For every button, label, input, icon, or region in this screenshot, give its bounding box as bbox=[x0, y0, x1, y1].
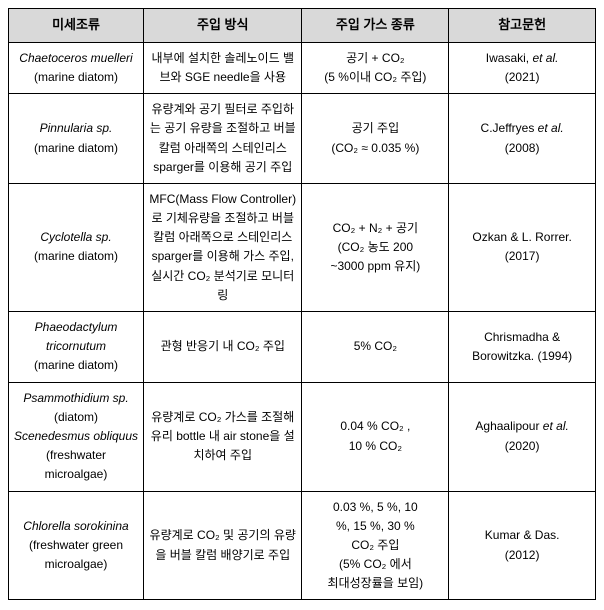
ref-cell: Chrismadha & Borowitzka. (1994) bbox=[449, 312, 596, 383]
ref-cell: Iwasaki, et al. (2021) bbox=[449, 42, 596, 93]
ref-cell: C.Jeffryes et al. (2008) bbox=[449, 94, 596, 184]
ref-year: (2008) bbox=[505, 141, 540, 155]
method-cell: 유량계로 CO₂ 가스를 조절해 유리 bottle 내 air stone을 … bbox=[144, 382, 302, 491]
gas-cell: 0.04 % CO₂ ,10 % CO₂ bbox=[302, 382, 449, 491]
species-name: Cyclotella sp. bbox=[40, 230, 111, 244]
table-row: Chlorella sorokinina (freshwater green m… bbox=[9, 491, 596, 600]
species-name-2: Scenedesmus obliquus bbox=[14, 429, 138, 443]
method-cell: MFC(Mass Flow Controller)로 기체유량을 조절하고 버블… bbox=[144, 183, 302, 311]
species-cell: Phaeodactylum tricornutum (marine diatom… bbox=[9, 312, 144, 383]
ref-main: Aghaalipour et al. bbox=[475, 419, 568, 433]
species-note: (marine diatom) bbox=[34, 70, 118, 84]
species-cell: Pinnularia sp. (marine diatom) bbox=[9, 94, 144, 184]
ref-cell: Kumar & Das. (2012) bbox=[449, 491, 596, 600]
ref-year: (2020) bbox=[505, 439, 540, 453]
ref-main: Kumar & Das. bbox=[485, 528, 560, 542]
ref-main: Iwasaki, et al. bbox=[486, 51, 559, 65]
gas-cell: 5% CO₂ bbox=[302, 312, 449, 383]
header-species: 미세조류 bbox=[9, 9, 144, 43]
header-reference: 참고문헌 bbox=[449, 9, 596, 43]
ref-main: C.Jeffryes et al. bbox=[481, 121, 564, 135]
species-note: (freshwater green microalgae) bbox=[29, 538, 123, 571]
species-note: (marine diatom) bbox=[34, 358, 118, 372]
header-gas: 주입 가스 종류 bbox=[302, 9, 449, 43]
species-cell: Chaetoceros muelleri (marine diatom) bbox=[9, 42, 144, 93]
ref-cell: Ozkan & L. Rorrer. (2017) bbox=[449, 183, 596, 311]
species-note: (marine diatom) bbox=[34, 249, 118, 263]
ref-cell: Aghaalipour et al. (2020) bbox=[449, 382, 596, 491]
species-name: Phaeodactylum tricornutum bbox=[35, 320, 118, 353]
gas-cell: 공기 주입(CO₂ ≈ 0.035 %) bbox=[302, 94, 449, 184]
method-cell: 내부에 설치한 솔레노이드 밸브와 SGE needle을 사용 bbox=[144, 42, 302, 93]
ref-main: Ozkan & L. Rorrer. bbox=[472, 230, 571, 244]
species-cell: Cyclotella sp. (marine diatom) bbox=[9, 183, 144, 311]
species-note: (diatom) bbox=[54, 410, 98, 424]
table-row: Pinnularia sp. (marine diatom) 유량계와 공기 필… bbox=[9, 94, 596, 184]
gas-cell: CO₂ + N₂ + 공기(CO₂ 농도 200~3000 ppm 유지) bbox=[302, 183, 449, 311]
method-cell: 유량계와 공기 필터로 주입하는 공기 유량을 조절하고 버블 칼럼 아래쪽의 … bbox=[144, 94, 302, 184]
species-name: Pinnularia sp. bbox=[40, 121, 113, 135]
table-row: Psammothidium sp. (diatom) Scenedesmus o… bbox=[9, 382, 596, 491]
species-name: Chaetoceros muelleri bbox=[19, 51, 132, 65]
header-method: 주입 방식 bbox=[144, 9, 302, 43]
species-name: Psammothidium sp. bbox=[23, 391, 128, 405]
species-cell: Chlorella sorokinina (freshwater green m… bbox=[9, 491, 144, 600]
species-note: (marine diatom) bbox=[34, 141, 118, 155]
microalgae-table: 미세조류 주입 방식 주입 가스 종류 참고문헌 Chaetoceros mue… bbox=[8, 8, 596, 600]
table-row: Chaetoceros muelleri (marine diatom) 내부에… bbox=[9, 42, 596, 93]
ref-year: (2017) bbox=[505, 249, 540, 263]
table-row: Cyclotella sp. (marine diatom) MFC(Mass … bbox=[9, 183, 596, 311]
header-row: 미세조류 주입 방식 주입 가스 종류 참고문헌 bbox=[9, 9, 596, 43]
method-cell: 유량계로 CO₂ 및 공기의 유량을 버블 칼럼 배양기로 주입 bbox=[144, 491, 302, 600]
species-name: Chlorella sorokinina bbox=[23, 519, 128, 533]
table-row: Phaeodactylum tricornutum (marine diatom… bbox=[9, 312, 596, 383]
species-note-2: (freshwater microalgae) bbox=[45, 448, 108, 481]
method-cell: 관형 반응기 내 CO₂ 주입 bbox=[144, 312, 302, 383]
gas-cell: 공기 + CO₂(5 %이내 CO₂ 주입) bbox=[302, 42, 449, 93]
gas-cell: 0.03 %, 5 %, 10%, 15 %, 30 %CO₂ 주입(5% CO… bbox=[302, 491, 449, 600]
ref-year: (2012) bbox=[505, 548, 540, 562]
species-cell: Psammothidium sp. (diatom) Scenedesmus o… bbox=[9, 382, 144, 491]
ref-year: (2021) bbox=[505, 70, 540, 84]
